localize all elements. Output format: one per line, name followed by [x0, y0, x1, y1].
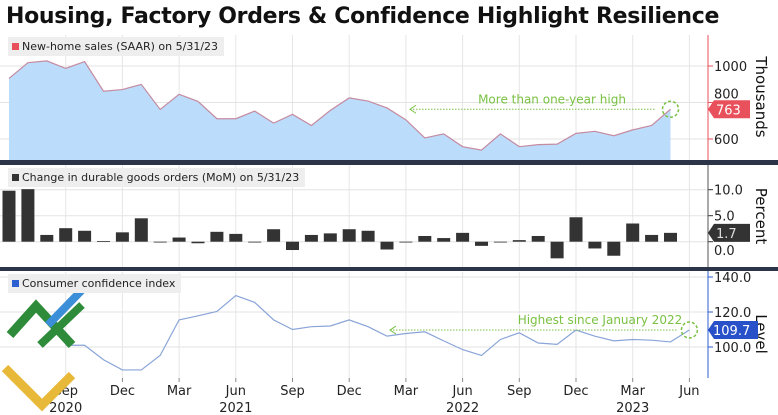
x-tick-label: Sep — [507, 384, 532, 399]
bar — [399, 241, 413, 243]
x-tick-label: Mar — [394, 384, 419, 399]
legend-label: Change in durable goods orders (MoM) on … — [22, 171, 300, 184]
bar — [153, 241, 167, 243]
area-fill — [9, 60, 671, 160]
bar — [437, 238, 451, 242]
y-tick-label: 800 — [714, 87, 739, 102]
logo-icon — [1, 364, 76, 412]
bar — [210, 231, 224, 242]
logo-icon — [37, 302, 85, 348]
y-tick-label: 140.0 — [714, 271, 751, 286]
chart-title: Housing, Factory Orders & Confidence Hig… — [6, 4, 720, 29]
panel-separator — [0, 160, 778, 165]
legend-swatch — [12, 280, 19, 287]
panel-separator — [0, 267, 778, 271]
bar — [40, 234, 54, 242]
bar — [267, 229, 281, 242]
x-tick-year-label: 2020 — [49, 401, 82, 415]
bar — [229, 233, 243, 242]
bar — [512, 240, 526, 242]
series-line-home-sales — [8, 60, 671, 151]
highlight-circle — [661, 100, 680, 119]
bar — [304, 234, 318, 242]
x-tick-label: Mar — [620, 384, 645, 399]
annotation-text: More than one-year high — [478, 92, 626, 106]
legend-label: New-home sales (SAAR) on 5/31/23 — [22, 40, 219, 53]
bar — [493, 241, 507, 243]
x-tick-label: Sep — [280, 384, 305, 399]
bar — [78, 230, 92, 242]
annotation-text: Highest since January 2022 — [518, 313, 683, 327]
last-value-badge — [708, 321, 758, 340]
bar — [134, 218, 148, 242]
x-tick-label: Dec — [110, 384, 135, 399]
last-value-label: 109.7 — [713, 324, 750, 339]
x-tick-label: Dec — [337, 384, 362, 399]
bar — [286, 241, 299, 251]
x-tick-label: Jun — [451, 384, 472, 399]
x-tick-year-label: 2023 — [616, 401, 649, 415]
bar — [550, 241, 564, 259]
legend-swatch — [12, 174, 19, 181]
legend-confidence: Consumer confidence index — [8, 274, 182, 293]
bar — [115, 232, 129, 242]
last-value-badge — [708, 100, 750, 119]
logo-icon — [6, 299, 76, 349]
last-value-badge — [708, 223, 750, 242]
bar — [456, 232, 470, 242]
y-tick-label: 100.0 — [714, 341, 751, 356]
bar — [418, 235, 432, 242]
logo-icon — [45, 287, 85, 328]
bar — [380, 241, 394, 250]
bar — [569, 217, 583, 242]
bar — [531, 235, 545, 242]
highlight-circle — [680, 321, 699, 339]
x-tick-label: Dec — [563, 384, 588, 399]
y-tick-label: 1000 — [714, 60, 747, 75]
x-tick-year-label: 2021 — [219, 401, 252, 415]
y-tick-label: 600 — [714, 133, 739, 148]
legend-swatch — [12, 43, 19, 50]
x-tick-label: Jun — [225, 384, 246, 399]
bar — [645, 234, 659, 242]
bar — [626, 223, 640, 242]
bar — [607, 241, 621, 256]
last-value-label: 1.7 — [716, 227, 737, 242]
y-tick-label: 10.0 — [714, 184, 743, 199]
bar — [21, 189, 35, 242]
bar — [475, 241, 488, 246]
x-tick-label: Jun — [678, 384, 699, 399]
legend-home-sales: New-home sales (SAAR) on 5/31/23 — [8, 37, 225, 56]
y-axis-title: Thousands — [752, 55, 770, 137]
y-tick-label: 120.0 — [714, 306, 751, 321]
bar — [172, 237, 186, 242]
bar — [361, 230, 375, 242]
arrow-head-icon — [409, 104, 417, 114]
series-line-confidence — [65, 294, 690, 371]
arrow-head-icon — [389, 325, 397, 335]
bar — [2, 190, 16, 242]
y-tick-label: 0.0 — [714, 244, 735, 259]
x-tick-year-label: 2022 — [446, 401, 479, 415]
bar — [588, 241, 602, 249]
bar — [248, 241, 262, 243]
bar — [323, 233, 337, 242]
last-value-label: 763 — [716, 103, 741, 118]
bar — [191, 241, 205, 244]
bar — [97, 241, 110, 242]
y-tick-label: 5.0 — [714, 210, 735, 225]
y-axis-title: Percent — [752, 188, 770, 245]
legend-durable-goods: Change in durable goods orders (MoM) on … — [8, 168, 306, 187]
bar — [664, 232, 677, 242]
legend-label: Consumer confidence index — [22, 277, 176, 290]
bar — [59, 228, 73, 242]
bar — [342, 229, 356, 242]
x-tick-label: Mar — [167, 384, 192, 399]
